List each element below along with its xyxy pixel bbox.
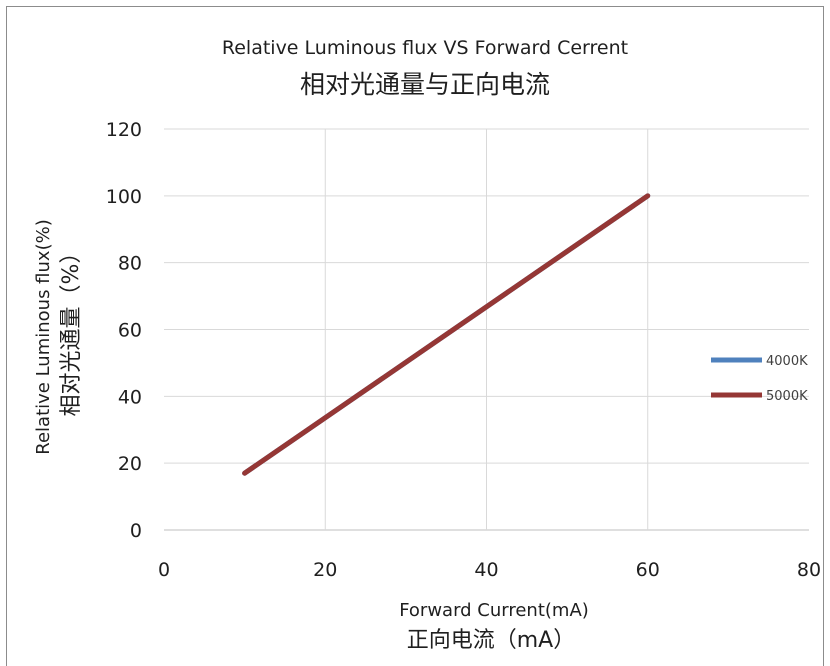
series-lines	[245, 196, 648, 473]
y-tick-label: 120	[106, 119, 142, 141]
legend-label: 5000K	[766, 389, 808, 404]
x-axis-label-zh: 正向电流（mA）	[407, 628, 575, 653]
y-axis-label: Relative Luminous flux(%)	[33, 219, 54, 454]
x-tick-label: 60	[636, 559, 660, 581]
y-tick-label: 100	[106, 186, 142, 208]
chart-frame: Relative Luminous flux VS Forward Cerren…	[6, 6, 824, 666]
x-tick-label: 0	[158, 559, 170, 581]
chart-title: Relative Luminous flux VS Forward Cerren…	[222, 37, 628, 59]
x-tick-label: 40	[474, 559, 498, 581]
line-chart: Relative Luminous flux VS Forward Cerren…	[7, 7, 825, 660]
legend-label: 4000K	[766, 354, 808, 369]
gridlines	[164, 129, 809, 530]
x-tick-label: 20	[313, 559, 337, 581]
y-tick-label: 0	[130, 520, 142, 542]
series-line-5000k	[245, 196, 648, 473]
y-tick-label: 60	[118, 320, 142, 342]
y-tick-label: 80	[118, 253, 142, 275]
y-axis-ticks: 0 20 40 60 80 100 120	[106, 119, 142, 542]
chart-subtitle: 相对光通量与正向电流	[300, 70, 550, 99]
y-tick-label: 20	[118, 453, 142, 475]
x-axis-label: Forward Current(mA)	[399, 600, 589, 621]
y-tick-label: 40	[118, 386, 142, 408]
x-axis-ticks: 0 20 40 60 80	[158, 559, 821, 581]
x-tick-label: 80	[797, 559, 821, 581]
legend: 4000K 5000K	[711, 354, 808, 404]
y-axis-label-zh: 相对光通量（%）	[59, 242, 84, 417]
